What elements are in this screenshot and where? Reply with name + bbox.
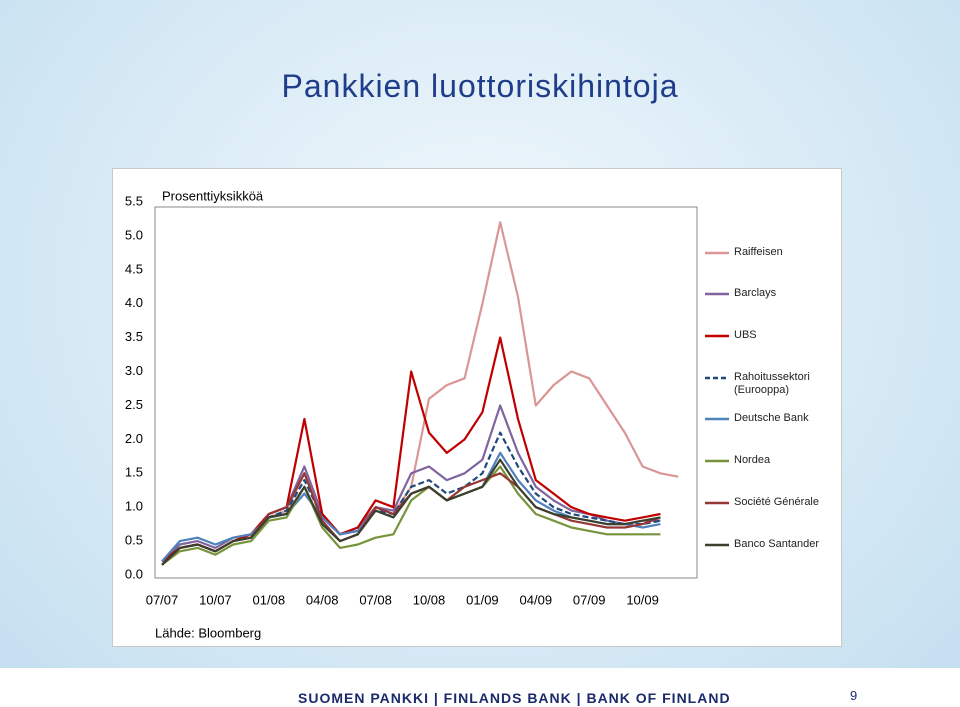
y-axis-unit: Prosenttiyksikköä xyxy=(162,188,264,203)
y-tick-label: 2.0 xyxy=(125,431,143,446)
footer-text: SUOMEN PANKKI | FINLANDS BANK | BANK OF … xyxy=(298,690,731,706)
x-tick-label: 01/09 xyxy=(466,592,499,607)
y-tick-label: 0.0 xyxy=(125,566,143,581)
x-tick-label: 07/07 xyxy=(146,592,179,607)
y-tick-label: 5.5 xyxy=(125,193,143,208)
series-line xyxy=(161,431,661,566)
series-line xyxy=(161,336,661,563)
y-tick-label: 1.5 xyxy=(125,465,143,480)
source-note: Lähde: Bloomberg xyxy=(155,625,261,640)
legend-label: UBS xyxy=(734,329,757,341)
chart-panel xyxy=(112,168,842,647)
y-tick-label: 4.0 xyxy=(125,295,143,310)
y-tick-label: 2.5 xyxy=(125,397,143,412)
x-tick-label: 07/09 xyxy=(573,592,606,607)
legend-label: Société Générale xyxy=(734,496,819,508)
series-line xyxy=(161,221,679,566)
y-tick-label: 3.0 xyxy=(125,363,143,378)
legend-label: Nordea xyxy=(734,454,771,466)
legend-label: Rahoitussektori (Eurooppa) xyxy=(734,371,810,396)
y-tick-label: 5.0 xyxy=(125,227,143,242)
y-tick-label: 0.5 xyxy=(125,533,143,548)
series-line xyxy=(161,458,661,566)
x-tick-label: 10/08 xyxy=(413,592,446,607)
x-tick-label: 10/09 xyxy=(626,592,659,607)
y-tick-label: 4.5 xyxy=(125,261,143,276)
x-tick-label: 04/09 xyxy=(520,592,553,607)
y-tick-label: 1.0 xyxy=(125,499,143,514)
legend-label: Banco Santander xyxy=(734,538,820,550)
x-tick-label: 01/08 xyxy=(253,592,286,607)
x-tick-label: 10/07 xyxy=(199,592,232,607)
legend-label: Raiffeisen xyxy=(734,246,783,258)
footer: SUOMEN PANKKI | FINLANDS BANK | BANK OF … xyxy=(0,668,960,707)
page-number: 9 xyxy=(850,688,858,703)
x-tick-label: 04/08 xyxy=(306,592,339,607)
series-line xyxy=(161,465,661,566)
x-tick-label: 07/08 xyxy=(359,592,392,607)
slide-title: Pankkien luottoriskihintoja xyxy=(281,68,679,104)
series-line xyxy=(161,451,661,563)
y-tick-label: 3.5 xyxy=(125,329,143,344)
plot-frame xyxy=(154,206,698,579)
legend-label: Deutsche Bank xyxy=(734,412,809,424)
legend-label: Barclays xyxy=(734,287,777,299)
